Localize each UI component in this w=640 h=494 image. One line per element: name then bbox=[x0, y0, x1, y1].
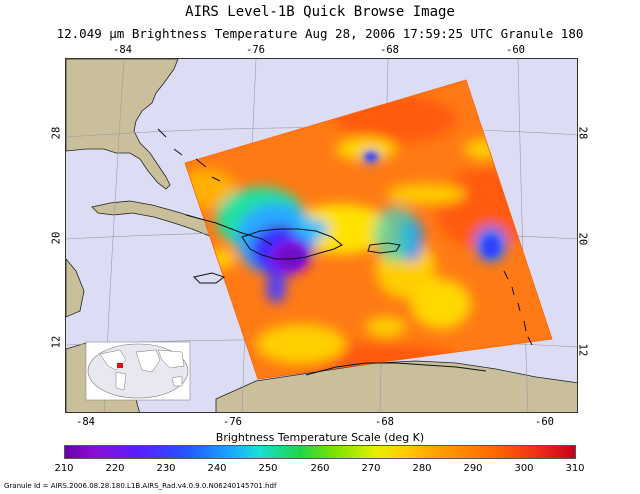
yucatan-land bbox=[66, 258, 85, 318]
colorbar-tick: 250 bbox=[258, 463, 278, 474]
right-lat-label: 12 bbox=[576, 343, 589, 357]
colorbar-tick: 230 bbox=[156, 463, 176, 474]
coastlines bbox=[157, 128, 533, 376]
map-canvas bbox=[66, 59, 577, 412]
colorbar-label: Brightness Temperature Scale (deg K) bbox=[215, 431, 425, 444]
hispaniola-coast bbox=[241, 228, 343, 260]
south-america-land bbox=[215, 360, 577, 412]
cuba-coast bbox=[185, 214, 273, 246]
colorbar-tick: 240 bbox=[207, 463, 227, 474]
top-lon-label: -60 bbox=[506, 44, 525, 56]
lesser-antilles-coast bbox=[503, 270, 533, 346]
bottom-lon-label: -76 bbox=[223, 416, 242, 428]
bottom-lon-label: -84 bbox=[76, 416, 95, 428]
colorbar-tick: 260 bbox=[310, 463, 330, 474]
bottom-lon-label: -60 bbox=[535, 416, 554, 428]
granule-id: Granule Id = AIRS.2006.08.28.180.L1B.AIR… bbox=[4, 482, 277, 490]
colorbar-tick: 300 bbox=[514, 463, 534, 474]
image-title: AIRS Level-1B Quick Browse Image bbox=[185, 4, 455, 20]
colorbar-tick: 280 bbox=[412, 463, 432, 474]
left-lat-label: 12 bbox=[50, 335, 63, 349]
right-lat-label: 28 bbox=[576, 126, 589, 140]
bahamas-coast bbox=[157, 128, 221, 182]
right-lat-label: 20 bbox=[576, 232, 589, 246]
venezuela-coast bbox=[305, 362, 487, 376]
jamaica-coast bbox=[193, 272, 226, 284]
colorbar-tick: 220 bbox=[105, 463, 125, 474]
top-lon-label: -84 bbox=[113, 44, 132, 56]
puerto-rico-coast bbox=[367, 242, 401, 254]
swath-outline bbox=[184, 79, 553, 380]
colorbar bbox=[64, 445, 576, 459]
inset-swath-marker bbox=[117, 363, 123, 368]
top-lon-label: -68 bbox=[380, 44, 399, 56]
brightness-temperature-map bbox=[65, 58, 578, 413]
left-lat-label: 28 bbox=[50, 126, 63, 140]
inset-globe bbox=[85, 341, 191, 401]
colorbar-tick: 310 bbox=[565, 463, 585, 474]
image-subtitle: 12.049 μm Brightness Temperature Aug 28,… bbox=[56, 26, 584, 41]
left-lat-label: 20 bbox=[50, 231, 63, 245]
colorbar-tick: 270 bbox=[361, 463, 381, 474]
florida-land bbox=[66, 59, 179, 190]
colorbar-tick: 210 bbox=[54, 463, 74, 474]
colorbar-tick: 290 bbox=[463, 463, 483, 474]
top-lon-label: -76 bbox=[246, 44, 265, 56]
bottom-lon-label: -68 bbox=[375, 416, 394, 428]
